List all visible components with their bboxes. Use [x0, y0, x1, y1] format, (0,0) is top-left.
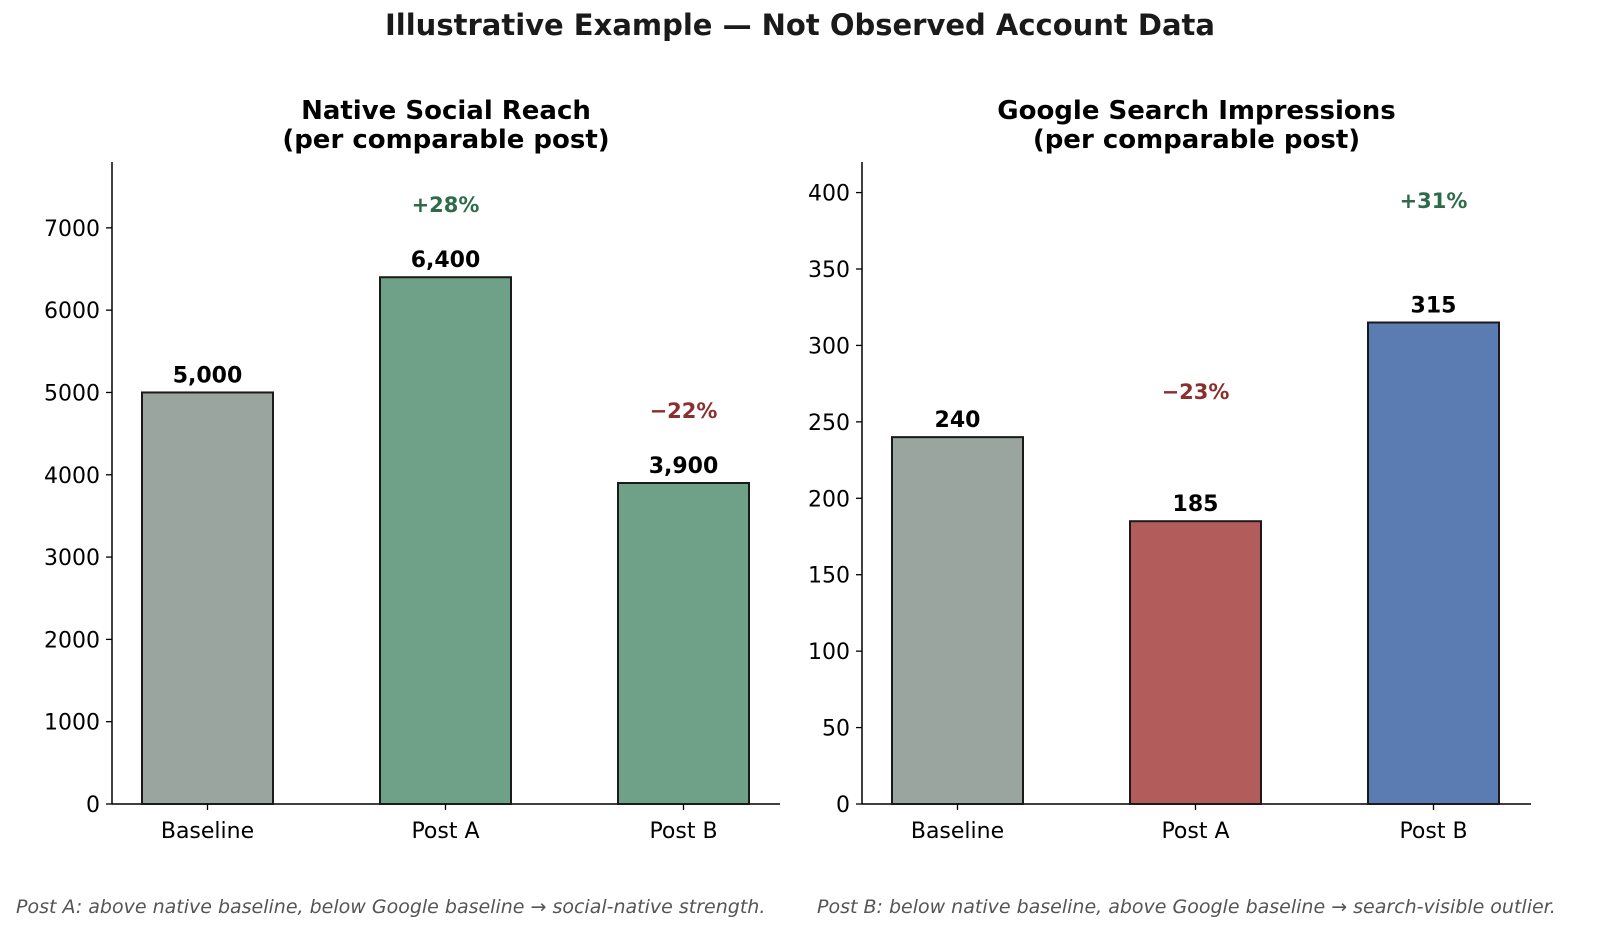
y-tick-label: 3000 [44, 546, 100, 571]
y-tick-label: 5000 [44, 381, 100, 406]
y-tick-label: 150 [808, 564, 850, 589]
x-tick-label: Post A [411, 819, 479, 844]
bar-post-a [1129, 520, 1262, 805]
bar-post-b [1367, 321, 1500, 805]
change-annotation: −22% [650, 399, 718, 423]
y-tick-label: 400 [808, 182, 850, 207]
bar-value-label: 6,400 [411, 248, 481, 273]
y-tick-label: 2000 [44, 628, 100, 653]
panel-title-line: (per comparable post) [1033, 125, 1360, 155]
change-annotation: +31% [1400, 189, 1468, 213]
y-tick-label: 0 [86, 793, 100, 818]
y-tick-label: 250 [808, 411, 850, 436]
y-tick-label: 50 [822, 717, 850, 742]
bar-value-label: 3,900 [649, 454, 719, 479]
bar-value-label: 315 [1411, 294, 1457, 319]
y-tick-label: 6000 [44, 299, 100, 324]
bar-baseline [891, 436, 1024, 805]
chart-google-search-impressions: Google Search Impressions(per comparable… [808, 96, 1531, 844]
panel-title-line: (per comparable post) [282, 125, 609, 155]
panel-title-line: Native Social Reach [301, 96, 591, 126]
x-tick-label: Post A [1161, 819, 1229, 844]
change-annotation: −23% [1162, 380, 1230, 404]
y-tick-label: 4000 [44, 464, 100, 489]
y-tick-label: 100 [808, 640, 850, 665]
footnote-post-b: Post B: below native baseline, above Goo… [817, 896, 1556, 918]
bar-post-b [617, 482, 750, 805]
x-tick-label: Post B [1399, 819, 1467, 844]
bar-post-a [379, 276, 512, 805]
x-tick-label: Post B [649, 819, 717, 844]
y-tick-label: 7000 [44, 217, 100, 242]
bar-value-label: 185 [1173, 492, 1219, 517]
x-tick-label: Baseline [911, 819, 1004, 844]
y-tick-label: 300 [808, 334, 850, 359]
bar-baseline [141, 391, 274, 805]
footnote-post-a: Post A: above native baseline, below Goo… [16, 896, 766, 918]
bar-value-label: 5,000 [173, 363, 243, 388]
x-tick-label: Baseline [161, 819, 254, 844]
bar-value-label: 240 [935, 408, 981, 433]
chart-native-social-reach: Native Social Reach(per comparable post)… [44, 96, 780, 844]
change-annotation: +28% [412, 193, 480, 217]
figure-title: Illustrative Example — Not Observed Acco… [385, 8, 1215, 42]
y-tick-label: 350 [808, 258, 850, 283]
y-tick-label: 200 [808, 487, 850, 512]
panel-title-line: Google Search Impressions [997, 96, 1396, 126]
y-tick-label: 0 [836, 793, 850, 818]
y-tick-label: 1000 [44, 711, 100, 736]
